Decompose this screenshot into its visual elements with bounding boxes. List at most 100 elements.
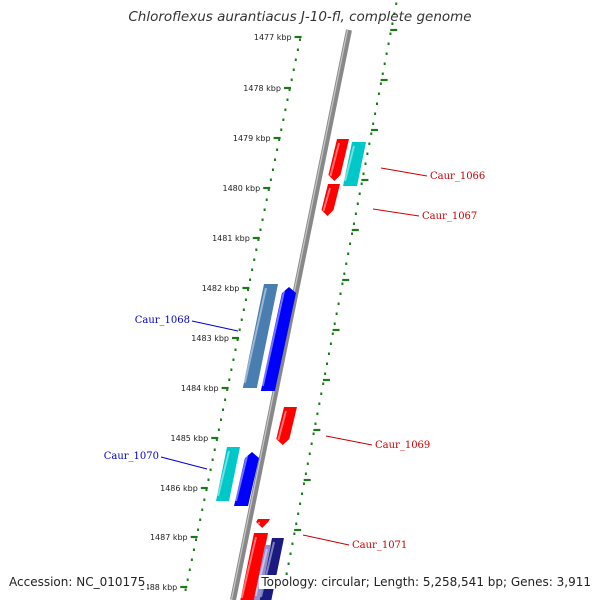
ruler-dot	[301, 492, 304, 495]
gene-label-caur-1068: Caur_1068	[135, 315, 190, 326]
ruler-dot	[205, 488, 208, 491]
gene-feature-red-bottom-highlight	[240, 536, 257, 599]
ruler-dot	[184, 588, 187, 591]
ruler-dot	[259, 228, 262, 231]
ruler-dot	[304, 472, 307, 475]
ruler-dot	[379, 82, 382, 85]
ruler-dot	[211, 458, 214, 461]
ruler-label: 1478 kbp	[243, 84, 281, 93]
ruler-dot	[324, 372, 327, 375]
ruler-dot	[299, 502, 302, 505]
ruler-dot	[255, 248, 258, 251]
gene-label-caur-1067: Caur_1067	[422, 211, 477, 222]
ruler-dot	[335, 312, 338, 315]
ruler-dot	[341, 282, 344, 285]
ruler-ticks	[180, 2, 398, 591]
gene-leader-line	[380, 167, 428, 177]
ruler-dot	[326, 362, 329, 365]
gene-leader-line	[191, 320, 239, 332]
ruler-dot	[351, 232, 354, 235]
ruler-dot	[391, 22, 394, 25]
ruler-dot	[222, 408, 225, 411]
ruler-dot	[298, 38, 301, 41]
ruler-dot	[347, 252, 350, 255]
ruler-dot	[287, 562, 290, 565]
ruler-dot	[370, 132, 373, 135]
ruler-dot	[297, 512, 300, 515]
gene-feature-caur-1067-highlight	[322, 187, 331, 212]
ruler-dot	[186, 578, 189, 581]
ruler-dot	[360, 182, 363, 185]
gene-feature-caur-1070-highlight	[235, 455, 248, 502]
ruler-dot	[376, 102, 379, 105]
ruler-dot	[362, 172, 365, 175]
ruler-dot	[296, 48, 299, 51]
ruler-dot	[290, 78, 293, 81]
ruler-dot	[308, 452, 311, 455]
ruler-label: 1480 kbp	[222, 184, 260, 193]
ruler-dot	[393, 12, 396, 15]
genome-title: Chloroflexus aurantiacus J-10-fl, comple…	[128, 9, 472, 25]
ruler-dot	[236, 338, 239, 341]
ruler-dot	[234, 348, 237, 351]
gene-feature-caur-1069	[276, 407, 297, 445]
gene-feature-caur-1068	[242, 284, 278, 388]
ruler-dot	[284, 108, 287, 111]
ruler-dot	[188, 568, 191, 571]
ruler-label: 1488 kbp	[140, 583, 178, 592]
ruler-dot	[253, 258, 256, 261]
ruler-dot	[244, 298, 247, 301]
ruler-dot	[302, 482, 305, 485]
ruler-dot	[207, 478, 210, 481]
ruler-dot	[261, 218, 264, 221]
gene-feature-caur-1069-highlight	[277, 410, 287, 441]
gene-feature-caur-1067	[321, 184, 340, 216]
ruler-dot	[226, 388, 229, 391]
gene-feature-cyan-2	[216, 447, 240, 501]
ruler-dot	[280, 128, 283, 131]
ruler-dot	[366, 152, 369, 155]
ruler-dot	[232, 358, 235, 361]
ruler-dot	[190, 558, 193, 561]
gene-label-caur-1071: Caur_1071	[352, 540, 407, 551]
ruler-label: 1477 kbp	[254, 33, 292, 42]
ruler-dot	[306, 462, 309, 465]
ruler-dot	[343, 272, 346, 275]
ruler-dot	[271, 168, 274, 171]
ruler-dot	[269, 178, 272, 181]
ruler-dot	[203, 498, 206, 501]
ruler-dot	[230, 368, 233, 371]
ruler-dot	[278, 138, 281, 141]
ruler-dot	[213, 448, 216, 451]
gene-labels: Caur_1066 Caur_1067 Caur_1068 Caur_1069 Caur…	[104, 167, 485, 551]
accession-text: Accession: NC_010175	[9, 575, 148, 589]
gene-label-caur-1070: Caur_1070	[104, 451, 159, 462]
ruler-dot	[381, 72, 384, 75]
gene-feature-caur-1066	[328, 139, 349, 181]
ruler-dot	[314, 422, 317, 425]
ruler-dot	[215, 438, 218, 441]
gene-leader-line	[302, 534, 350, 546]
ruler-dot	[285, 572, 288, 575]
ruler-dot	[263, 208, 266, 211]
genome-summary-text: Topology: circular; Length: 5,258,541 bp…	[259, 575, 591, 589]
ruler-label: 1487 kbp	[150, 533, 188, 542]
ruler-dot	[276, 148, 279, 151]
ruler-dot	[240, 318, 243, 321]
gene-feature-caur-1068-highlight	[243, 287, 267, 384]
ruler-dot	[368, 142, 371, 145]
ruler-dot	[224, 398, 227, 401]
ruler-dot	[316, 412, 319, 415]
ruler-dot	[209, 468, 212, 471]
ruler-dot	[282, 118, 285, 121]
ruler-label: 1481 kbp	[212, 234, 250, 243]
gene-label-caur-1066: Caur_1066	[430, 171, 485, 182]
ruler-dot	[294, 58, 297, 61]
ruler-dot	[352, 222, 355, 225]
gene-leader-line	[325, 435, 373, 446]
ruler-label: 1482 kbp	[202, 284, 240, 293]
ruler-dot	[385, 52, 388, 55]
ruler-dot	[349, 242, 352, 245]
